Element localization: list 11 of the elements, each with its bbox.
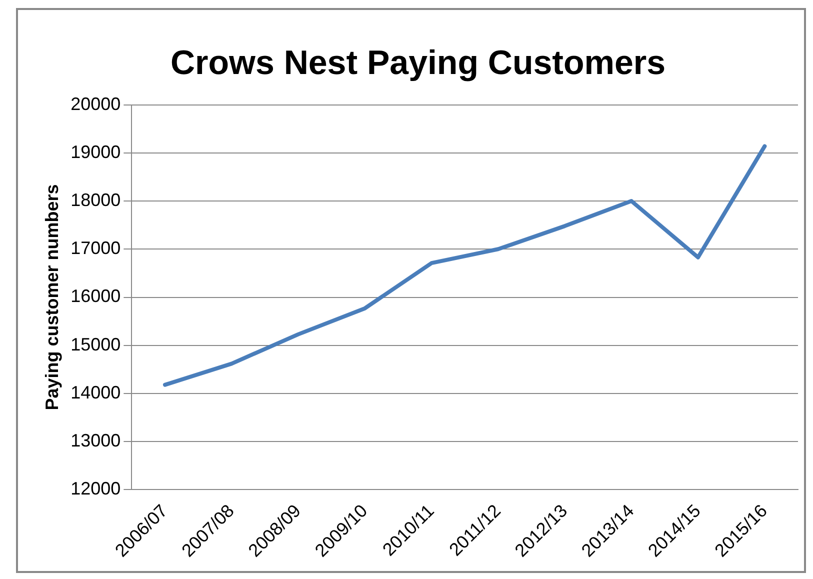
y-tick-label: 12000 — [70, 478, 121, 499]
y-tick-label: 13000 — [70, 430, 121, 451]
y-tick-label: 18000 — [70, 190, 121, 210]
y-tick-label: 19000 — [70, 142, 121, 162]
chart-title: Crows Nest Paying Customers — [170, 44, 666, 82]
y-axis-title: Paying customer numbers — [42, 184, 62, 410]
y-tick-label: 15000 — [70, 334, 121, 354]
y-tick-label: 20000 — [70, 94, 121, 114]
y-tick-label: 14000 — [70, 382, 121, 402]
y-tick-label: 17000 — [70, 238, 121, 258]
y-tick-label: 16000 — [70, 286, 121, 306]
